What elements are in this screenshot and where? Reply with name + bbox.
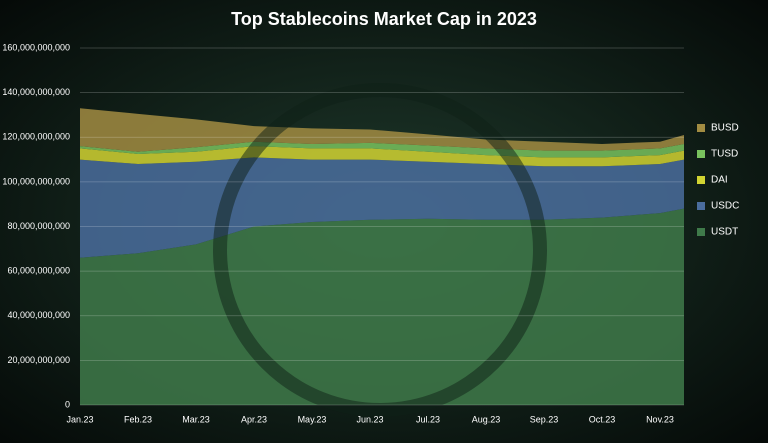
- legend-swatch: [697, 228, 705, 236]
- x-tick-label: Nov.23: [646, 414, 674, 424]
- y-tick-label: 100,000,000,000: [2, 176, 70, 186]
- x-tick-label: Oct.23: [589, 414, 616, 424]
- y-tick-label: 0: [65, 399, 70, 409]
- area-dai: [80, 146, 684, 167]
- x-tick-label: Feb.23: [124, 414, 152, 424]
- y-tick-label: 80,000,000,000: [7, 221, 70, 231]
- area-busd: [80, 108, 684, 152]
- y-tick-label: 140,000,000,000: [2, 87, 70, 97]
- x-tick-label: Aug.23: [472, 414, 501, 424]
- y-tick-label: 40,000,000,000: [7, 310, 70, 320]
- coin-decoration: [213, 83, 547, 417]
- legend-swatch: [697, 202, 705, 210]
- legend-label: USDC: [711, 201, 739, 212]
- x-tick-label: Jan.23: [66, 414, 93, 424]
- y-tick-label: 120,000,000,000: [2, 132, 70, 142]
- legend-label: TUSD: [711, 149, 738, 160]
- legend-label: BUSD: [711, 123, 739, 134]
- y-tick-label: 60,000,000,000: [7, 266, 70, 276]
- x-tick-label: May.23: [298, 414, 327, 424]
- y-tick-label: 20,000,000,000: [7, 355, 70, 365]
- legend-swatch: [697, 176, 705, 184]
- x-tick-label: Mar.23: [182, 414, 210, 424]
- legend-label: DAI: [711, 175, 728, 186]
- chart-title: Top Stablecoins Market Cap in 2023: [231, 9, 537, 29]
- x-tick-label: Jun.23: [356, 414, 383, 424]
- area-tusd: [80, 141, 684, 158]
- x-tick-label: Sep.23: [530, 414, 559, 424]
- y-tick-label: 160,000,000,000: [2, 42, 70, 52]
- x-tick-label: Jul.23: [416, 414, 440, 424]
- legend-swatch: [697, 150, 705, 158]
- legend-swatch: [697, 124, 705, 132]
- legend-label: USDT: [711, 227, 738, 238]
- x-tick-label: Apr.23: [241, 414, 267, 424]
